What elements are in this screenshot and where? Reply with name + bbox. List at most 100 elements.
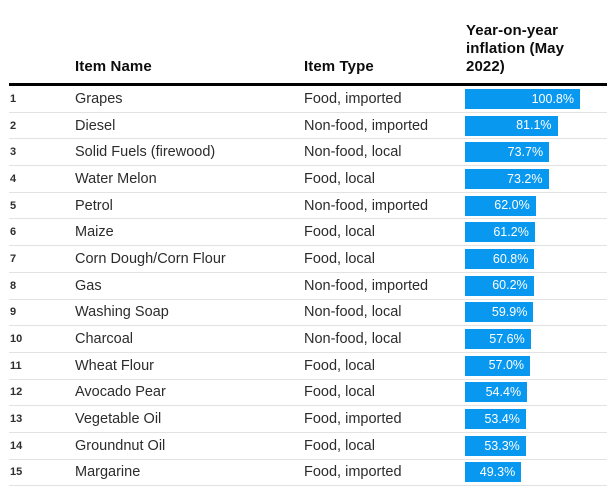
inflation-bar: 57.6% bbox=[465, 329, 531, 350]
inflation-bar: 62.0% bbox=[465, 195, 536, 216]
inflation-bar-track: 100.8% bbox=[465, 88, 580, 109]
row-rank: 13 bbox=[10, 413, 23, 426]
row-item-type: Non-food, imported bbox=[304, 197, 429, 214]
bar-value-label: 62.0% bbox=[494, 198, 530, 213]
bar-value-label: 54.4% bbox=[485, 385, 522, 400]
inflation-bar: 60.8% bbox=[465, 248, 535, 269]
row-item-type: Non-food, local bbox=[304, 331, 402, 348]
row-item-name: Petrol bbox=[75, 197, 113, 214]
inflation-bar: 49.3% bbox=[465, 462, 522, 483]
table-row: 4 Water Melon Food, local 73.2% bbox=[9, 166, 607, 193]
inflation-bar-track: 73.7% bbox=[465, 142, 580, 163]
table-row: 1 Grapes Food, imported 100.8% bbox=[9, 86, 607, 113]
table-row: 14 Groundnut Oil Food, local 53.3% bbox=[9, 433, 607, 460]
table-row: 8 Gas Non-food, imported 60.2% bbox=[9, 273, 607, 300]
inflation-bar-track: 54.4% bbox=[465, 382, 580, 403]
inflation-bar-track: 61.2% bbox=[465, 222, 580, 243]
row-item-type: Non-food, local bbox=[304, 144, 402, 161]
table-row: 6 Maize Food, local 61.2% bbox=[9, 219, 607, 247]
row-item-type: Non-food, local bbox=[304, 304, 402, 321]
column-header-item-type: Item Type bbox=[304, 58, 374, 75]
table-row: 3 Solid Fuels (firewood) Non-food, local… bbox=[9, 139, 607, 167]
bar-value-label: 61.2% bbox=[493, 225, 529, 240]
inflation-bar: 73.2% bbox=[465, 168, 549, 189]
inflation-bar-track: 60.8% bbox=[465, 248, 580, 269]
row-item-type: Food, imported bbox=[304, 464, 402, 481]
table-row: 11 Wheat Flour Food, local 57.0% bbox=[9, 353, 607, 380]
table-body: 1 Grapes Food, imported 100.8% 2 Diesel … bbox=[9, 86, 607, 487]
row-rank: 3 bbox=[10, 146, 17, 159]
row-item-type: Food, local bbox=[304, 170, 375, 187]
inflation-bar: 100.8% bbox=[465, 88, 580, 109]
inflation-table: Item Name Item Type Year-on-year inflati… bbox=[9, 0, 607, 487]
row-rank: 5 bbox=[10, 199, 17, 212]
row-rank: 11 bbox=[10, 359, 22, 372]
row-item-name: Gas bbox=[75, 277, 102, 294]
row-item-name: Grapes bbox=[75, 90, 123, 107]
column-header-item-name: Item Name bbox=[75, 58, 152, 75]
bar-value-label: 73.7% bbox=[507, 144, 544, 159]
table-row: 7 Corn Dough/Corn Flour Food, local 60.8… bbox=[9, 246, 607, 273]
table-row: 15 Margarine Food, imported 49.3% bbox=[9, 460, 607, 487]
inflation-bar-track: 73.2% bbox=[465, 168, 580, 189]
row-item-name: Vegetable Oil bbox=[75, 411, 162, 428]
bar-value-label: 60.8% bbox=[492, 251, 529, 266]
row-item-type: Food, local bbox=[304, 250, 375, 267]
inflation-bar: 57.0% bbox=[465, 355, 531, 376]
row-item-name: Avocado Pear bbox=[75, 384, 166, 401]
inflation-bar-track: 53.4% bbox=[465, 409, 580, 430]
row-item-name: Wheat Flour bbox=[75, 357, 154, 374]
bar-value-label: 59.9% bbox=[491, 305, 528, 320]
row-item-name: Solid Fuels (firewood) bbox=[75, 144, 216, 161]
table-row: 2 Diesel Non-food, imported 81.1% bbox=[9, 113, 607, 140]
inflation-bar: 60.2% bbox=[465, 275, 534, 296]
row-item-type: Food, local bbox=[304, 437, 375, 454]
row-rank: 8 bbox=[10, 279, 17, 292]
inflation-bar-track: 49.3% bbox=[465, 462, 580, 483]
row-rank: 9 bbox=[10, 306, 17, 319]
row-item-type: Food, local bbox=[304, 384, 375, 401]
inflation-bar-track: 62.0% bbox=[465, 195, 580, 216]
inflation-bar-track: 81.1% bbox=[465, 115, 580, 136]
row-rank: 14 bbox=[10, 439, 23, 452]
inflation-bar-track: 59.9% bbox=[465, 302, 580, 323]
row-item-type: Food, local bbox=[304, 224, 375, 241]
inflation-bar-track: 57.6% bbox=[465, 329, 580, 350]
row-item-name: Charcoal bbox=[75, 331, 134, 348]
inflation-bar: 81.1% bbox=[465, 115, 558, 136]
row-rank: 1 bbox=[10, 92, 17, 105]
table-row: 9 Washing Soap Non-food, local 59.9% bbox=[9, 300, 607, 327]
row-item-type: Food, local bbox=[304, 357, 375, 374]
row-rank: 12 bbox=[10, 386, 23, 399]
bar-value-label: 57.0% bbox=[488, 358, 525, 373]
column-header-inflation: Year-on-year inflation (May 2022) bbox=[466, 22, 565, 75]
table-row: 12 Avocado Pear Food, local 54.4% bbox=[9, 380, 607, 407]
row-item-type: Non-food, imported bbox=[304, 117, 429, 134]
row-item-name: Water Melon bbox=[75, 170, 157, 187]
inflation-bar: 53.3% bbox=[465, 435, 526, 456]
inflation-bar: 73.7% bbox=[465, 142, 550, 163]
bar-value-label: 60.2% bbox=[492, 278, 528, 293]
bar-value-label: 49.3% bbox=[479, 465, 516, 480]
row-rank: 6 bbox=[10, 226, 17, 239]
bar-value-label: 100.8% bbox=[531, 91, 574, 106]
inflation-bar: 59.9% bbox=[465, 302, 534, 323]
row-rank: 2 bbox=[10, 119, 17, 132]
row-item-type: Food, imported bbox=[304, 90, 402, 107]
bar-value-label: 53.4% bbox=[484, 411, 520, 426]
row-rank: 4 bbox=[10, 172, 17, 185]
row-item-name: Washing Soap bbox=[75, 304, 169, 321]
row-rank: 15 bbox=[10, 466, 23, 479]
row-item-type: Food, imported bbox=[304, 411, 402, 428]
inflation-bar-track: 60.2% bbox=[465, 275, 580, 296]
row-item-type: Non-food, imported bbox=[304, 277, 429, 294]
row-rank: 10 bbox=[10, 333, 23, 346]
row-item-name: Diesel bbox=[75, 117, 116, 134]
row-item-name: Maize bbox=[75, 224, 114, 241]
table-row: 5 Petrol Non-food, imported 62.0% bbox=[9, 193, 607, 220]
table-header-row: Item Name Item Type Year-on-year inflati… bbox=[9, 0, 607, 86]
inflation-bar: 61.2% bbox=[465, 222, 535, 243]
row-item-name: Groundnut Oil bbox=[75, 437, 166, 454]
inflation-bar-track: 57.0% bbox=[465, 355, 580, 376]
row-item-name: Margarine bbox=[75, 464, 141, 481]
